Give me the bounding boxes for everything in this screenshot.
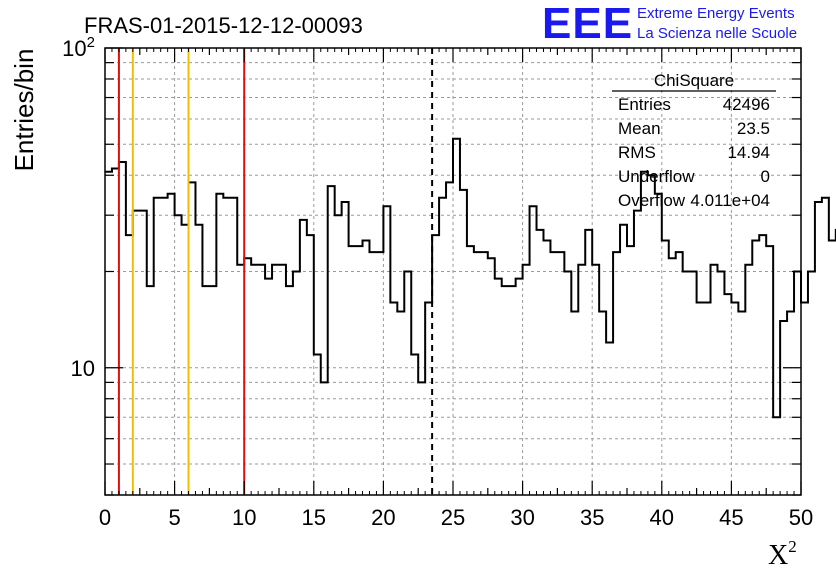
x-tick-label: 5 <box>168 505 180 530</box>
eee-logo: EEE Extreme Energy Events La Scienza nel… <box>542 0 797 48</box>
stats-value: 4.011e+04 <box>690 191 770 210</box>
logo-line-2: La Scienza nelle Scuole <box>637 25 797 42</box>
y-axis-label: Entries/bin <box>9 49 39 172</box>
plot-title: FRAS-01-2015-12-12-00093 <box>84 13 363 38</box>
stats-label: Mean <box>618 119 661 138</box>
stats-label: Overflow <box>618 191 686 210</box>
stats-label: Underflow <box>618 167 695 186</box>
stats-rows: Entries 42496 Mean 23.5 RMS 14.94 Underflow 0 Ov… <box>618 95 770 210</box>
histogram <box>105 137 836 419</box>
x-tick-label: 30 <box>510 505 534 530</box>
axis-ticks <box>104 47 802 496</box>
stats-value: 42496 <box>723 95 770 114</box>
stats-value: 14.94 <box>727 143 770 162</box>
x-tick-label: 40 <box>650 505 674 530</box>
stats-title: ChiSquare <box>654 71 734 90</box>
reference-lines <box>117 48 434 495</box>
stats-value: 0 <box>761 167 770 186</box>
stats-label: RMS <box>618 143 656 162</box>
x-axis-label: X2 <box>768 537 797 571</box>
grid <box>105 48 801 495</box>
x-tick-label: 35 <box>580 505 604 530</box>
x-tick-label: 20 <box>371 505 395 530</box>
y-tick-labels: 102 10 <box>62 34 95 381</box>
logo-line-1: Extreme Energy Events <box>637 5 795 22</box>
x-tick-label: 25 <box>441 505 465 530</box>
stats-value: 23.5 <box>737 119 770 138</box>
histogram-outline <box>105 137 836 419</box>
x-tick-label: 0 <box>99 505 111 530</box>
logo-main: EEE <box>542 0 633 48</box>
x-tick-label: 15 <box>302 505 326 530</box>
y-tick-label: 10 <box>71 356 95 381</box>
x-tick-label: 50 <box>789 505 813 530</box>
x-tick-label: 10 <box>232 505 256 530</box>
stats-box: ChiSquare Entries 42496 Mean 23.5 RMS 14.94 Un… <box>612 71 776 210</box>
y-tick-label: 102 <box>62 34 95 61</box>
x-tick-label: 45 <box>719 505 743 530</box>
stats-label: Entries <box>618 95 671 114</box>
x-tick-labels: 0 5 10 15 20 25 30 35 40 45 50 <box>99 505 813 530</box>
